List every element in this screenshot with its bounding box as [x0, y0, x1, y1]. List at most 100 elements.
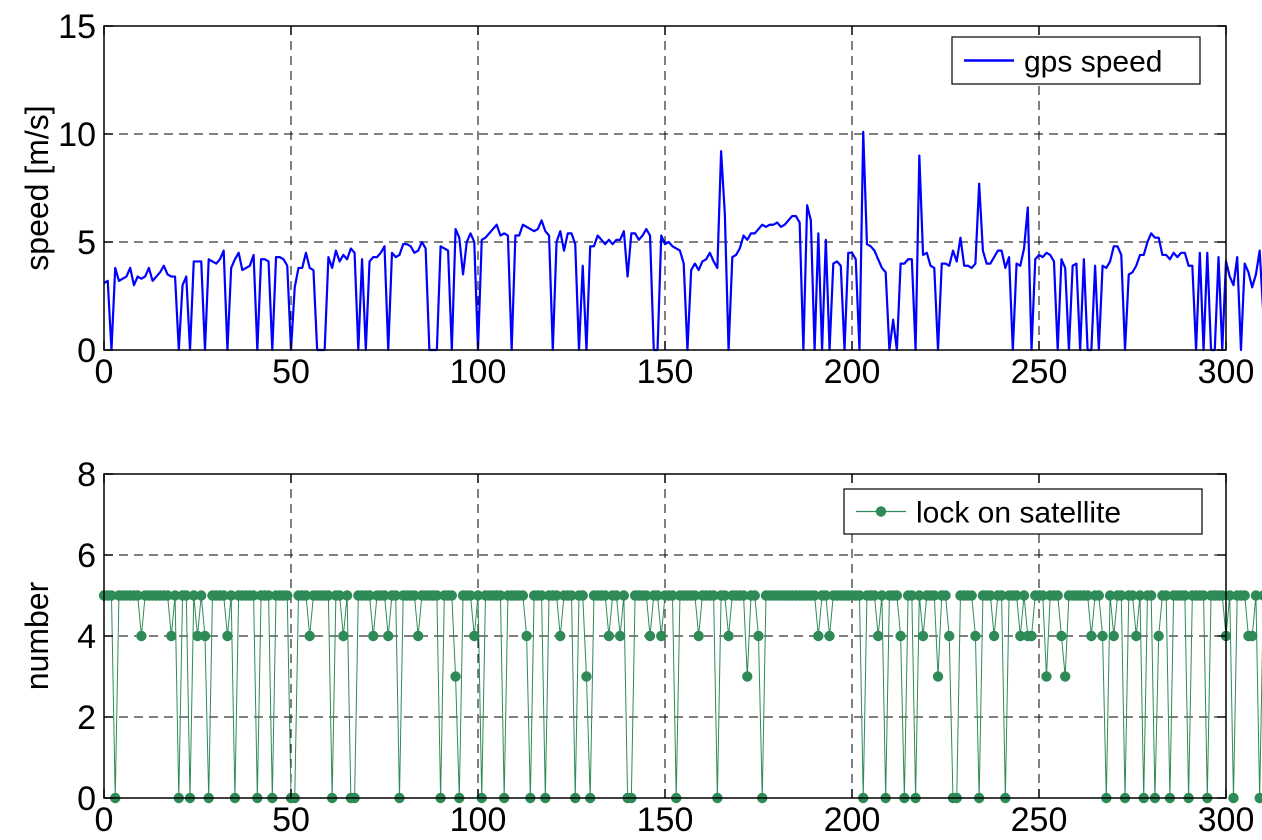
satellite-xtick-label: 100 — [450, 801, 507, 839]
satellite-data-point — [652, 590, 663, 601]
satellite-data-point — [199, 630, 211, 642]
satellite-data-point — [641, 590, 652, 601]
satellite-data-point — [1131, 630, 1142, 642]
satellite-data-point — [383, 630, 394, 642]
satellite-data-point — [1104, 590, 1116, 601]
speed-ticks: 0 50 100 150 200 250 300 0 5 10 15 — [58, 8, 1254, 391]
satellite-data-point — [742, 671, 753, 682]
satellite-data-point — [132, 590, 143, 601]
satellite-data-point — [450, 671, 461, 682]
satellite-ytick-label: 0 — [77, 780, 96, 818]
satellite-ytick-label: 6 — [77, 537, 96, 575]
speed-ylabel: speed [m/s] — [19, 105, 55, 270]
satellite-data-point — [854, 590, 865, 601]
satellite-data-point — [555, 630, 566, 642]
satellite-data-point — [469, 630, 480, 642]
satellite-data-point — [656, 630, 667, 642]
satellite-data-point — [263, 590, 274, 601]
satellite-data-point — [196, 590, 207, 601]
satellite-data-point — [738, 590, 749, 601]
satellite-data-point — [719, 590, 731, 601]
satellite-data-point — [1127, 590, 1138, 601]
satellite-data-point — [1026, 630, 1037, 642]
satellite-data-point — [390, 590, 401, 601]
satellite-data-point — [749, 590, 760, 601]
satellite-data-point — [188, 590, 199, 601]
satellite-data-point — [809, 590, 820, 601]
satellite-ticks: 0 50 100 150 200 250 300 0 2 4 6 8 — [77, 456, 1254, 839]
satellite-data-point — [521, 630, 532, 642]
satellite-data-point — [1011, 590, 1022, 601]
satellite-data-point — [944, 630, 955, 642]
satellite-data-point — [929, 590, 940, 601]
satellite-data-point — [1015, 630, 1026, 642]
satellite-data-point — [611, 590, 622, 601]
satellite-data-point — [917, 630, 929, 642]
satellite-ylabel: number — [19, 581, 55, 690]
satellite-data-point — [1108, 630, 1120, 642]
satellite-data-point — [1160, 590, 1172, 601]
satellite-data-point — [431, 590, 443, 601]
speed-ytick-label: 5 — [77, 224, 96, 262]
satellite-data-point — [495, 590, 506, 601]
satellite-data-point — [940, 590, 951, 601]
satellite-data-point — [813, 630, 824, 642]
satellite-data-point — [1153, 630, 1164, 642]
satellite-data-point — [723, 630, 734, 642]
satellite-data-point — [1018, 590, 1030, 601]
satellite-data-point — [106, 590, 117, 601]
speed-series-layer — [103, 130, 1262, 352]
speed-legend-box — [951, 36, 1201, 85]
satellite-data-point — [1037, 590, 1048, 601]
speed-legend-label: gps speed — [1024, 46, 1162, 79]
satellite-data-point — [536, 590, 547, 601]
satellite-data-point — [1239, 590, 1250, 601]
satellite-data-point — [1056, 630, 1067, 642]
satellite-data-point — [820, 590, 832, 601]
satellite-data-point — [1052, 590, 1063, 601]
satellite-data-point — [166, 630, 177, 642]
satellite-data-point — [581, 671, 592, 682]
satellite-data-point — [1224, 590, 1235, 601]
satellite-data-point — [248, 590, 259, 601]
satellite-xtick-label: 250 — [1011, 801, 1068, 839]
satellite-data-point — [334, 590, 345, 601]
satellite-data-point — [895, 630, 906, 642]
satellite-data-point — [472, 590, 484, 601]
satellite-data-point — [1254, 792, 1262, 804]
satellite-data-point — [577, 590, 588, 601]
satellite-data-point — [409, 590, 420, 601]
satellite-data-point — [300, 590, 312, 601]
speed-xtick-label: 100 — [450, 353, 507, 391]
speed-xtick-label: 300 — [1198, 353, 1255, 391]
satellite-data-point — [599, 590, 611, 601]
satellite-data-point — [618, 590, 630, 601]
satellite-xtick-label: 0 — [95, 801, 114, 839]
satellite-data-point — [517, 590, 529, 601]
satellite-data-point — [985, 590, 996, 601]
satellite-data-point — [970, 630, 981, 642]
satellite-data-point — [225, 590, 237, 601]
satellite-data-point — [162, 590, 173, 601]
satellite-legend-label: lock on satellite — [916, 497, 1121, 530]
satellite-data-point — [304, 630, 315, 642]
satellite-data-point — [996, 590, 1007, 601]
speed-ytick-label: 0 — [77, 332, 96, 370]
satellite-data-point — [914, 590, 925, 601]
satellite-data-point — [1217, 590, 1228, 601]
speed-xtick-label: 0 — [95, 353, 114, 391]
satellite-data-point — [566, 590, 577, 601]
satellite-data-point — [412, 630, 424, 642]
satellite-data-point — [338, 630, 349, 642]
satellite-xtick-label: 50 — [272, 801, 310, 839]
satellite-legend: lock on satellite — [843, 488, 1203, 535]
satellite-data-point — [708, 590, 719, 601]
satellite-ytick-label: 8 — [77, 456, 96, 494]
satellite-data-point — [446, 590, 458, 601]
satellite-data-point — [136, 630, 147, 642]
satellite-data-point — [1041, 671, 1052, 682]
satellite-data-point — [1146, 590, 1157, 601]
satellite-data-point — [1258, 590, 1262, 601]
satellite-data-point — [192, 630, 203, 642]
